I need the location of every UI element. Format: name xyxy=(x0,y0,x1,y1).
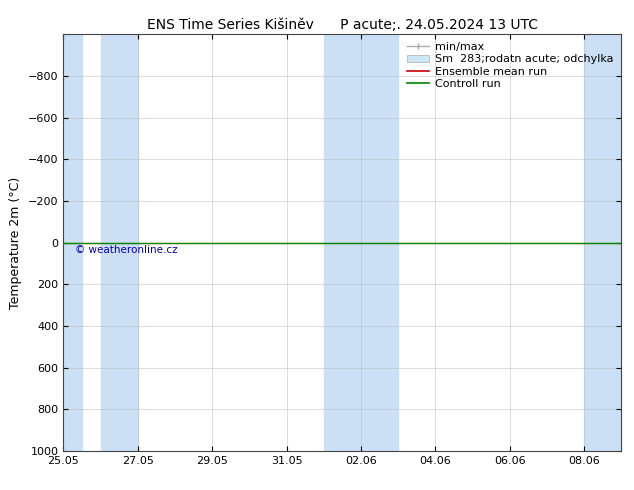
Legend: min/max, Sm  283;rodatn acute; odchylka, Ensemble mean run, Controll run: min/max, Sm 283;rodatn acute; odchylka, … xyxy=(405,40,616,91)
Bar xyxy=(584,34,634,451)
Bar xyxy=(63,34,82,451)
Y-axis label: Temperature 2m (°C): Temperature 2m (°C) xyxy=(10,176,22,309)
Title: ENS Time Series Kišiněv      P acute;. 24.05.2024 13 UTC: ENS Time Series Kišiněv P acute;. 24.05.… xyxy=(147,18,538,32)
Bar xyxy=(324,34,398,451)
Text: © weatheronline.cz: © weatheronline.cz xyxy=(75,245,177,255)
Bar xyxy=(101,34,138,451)
